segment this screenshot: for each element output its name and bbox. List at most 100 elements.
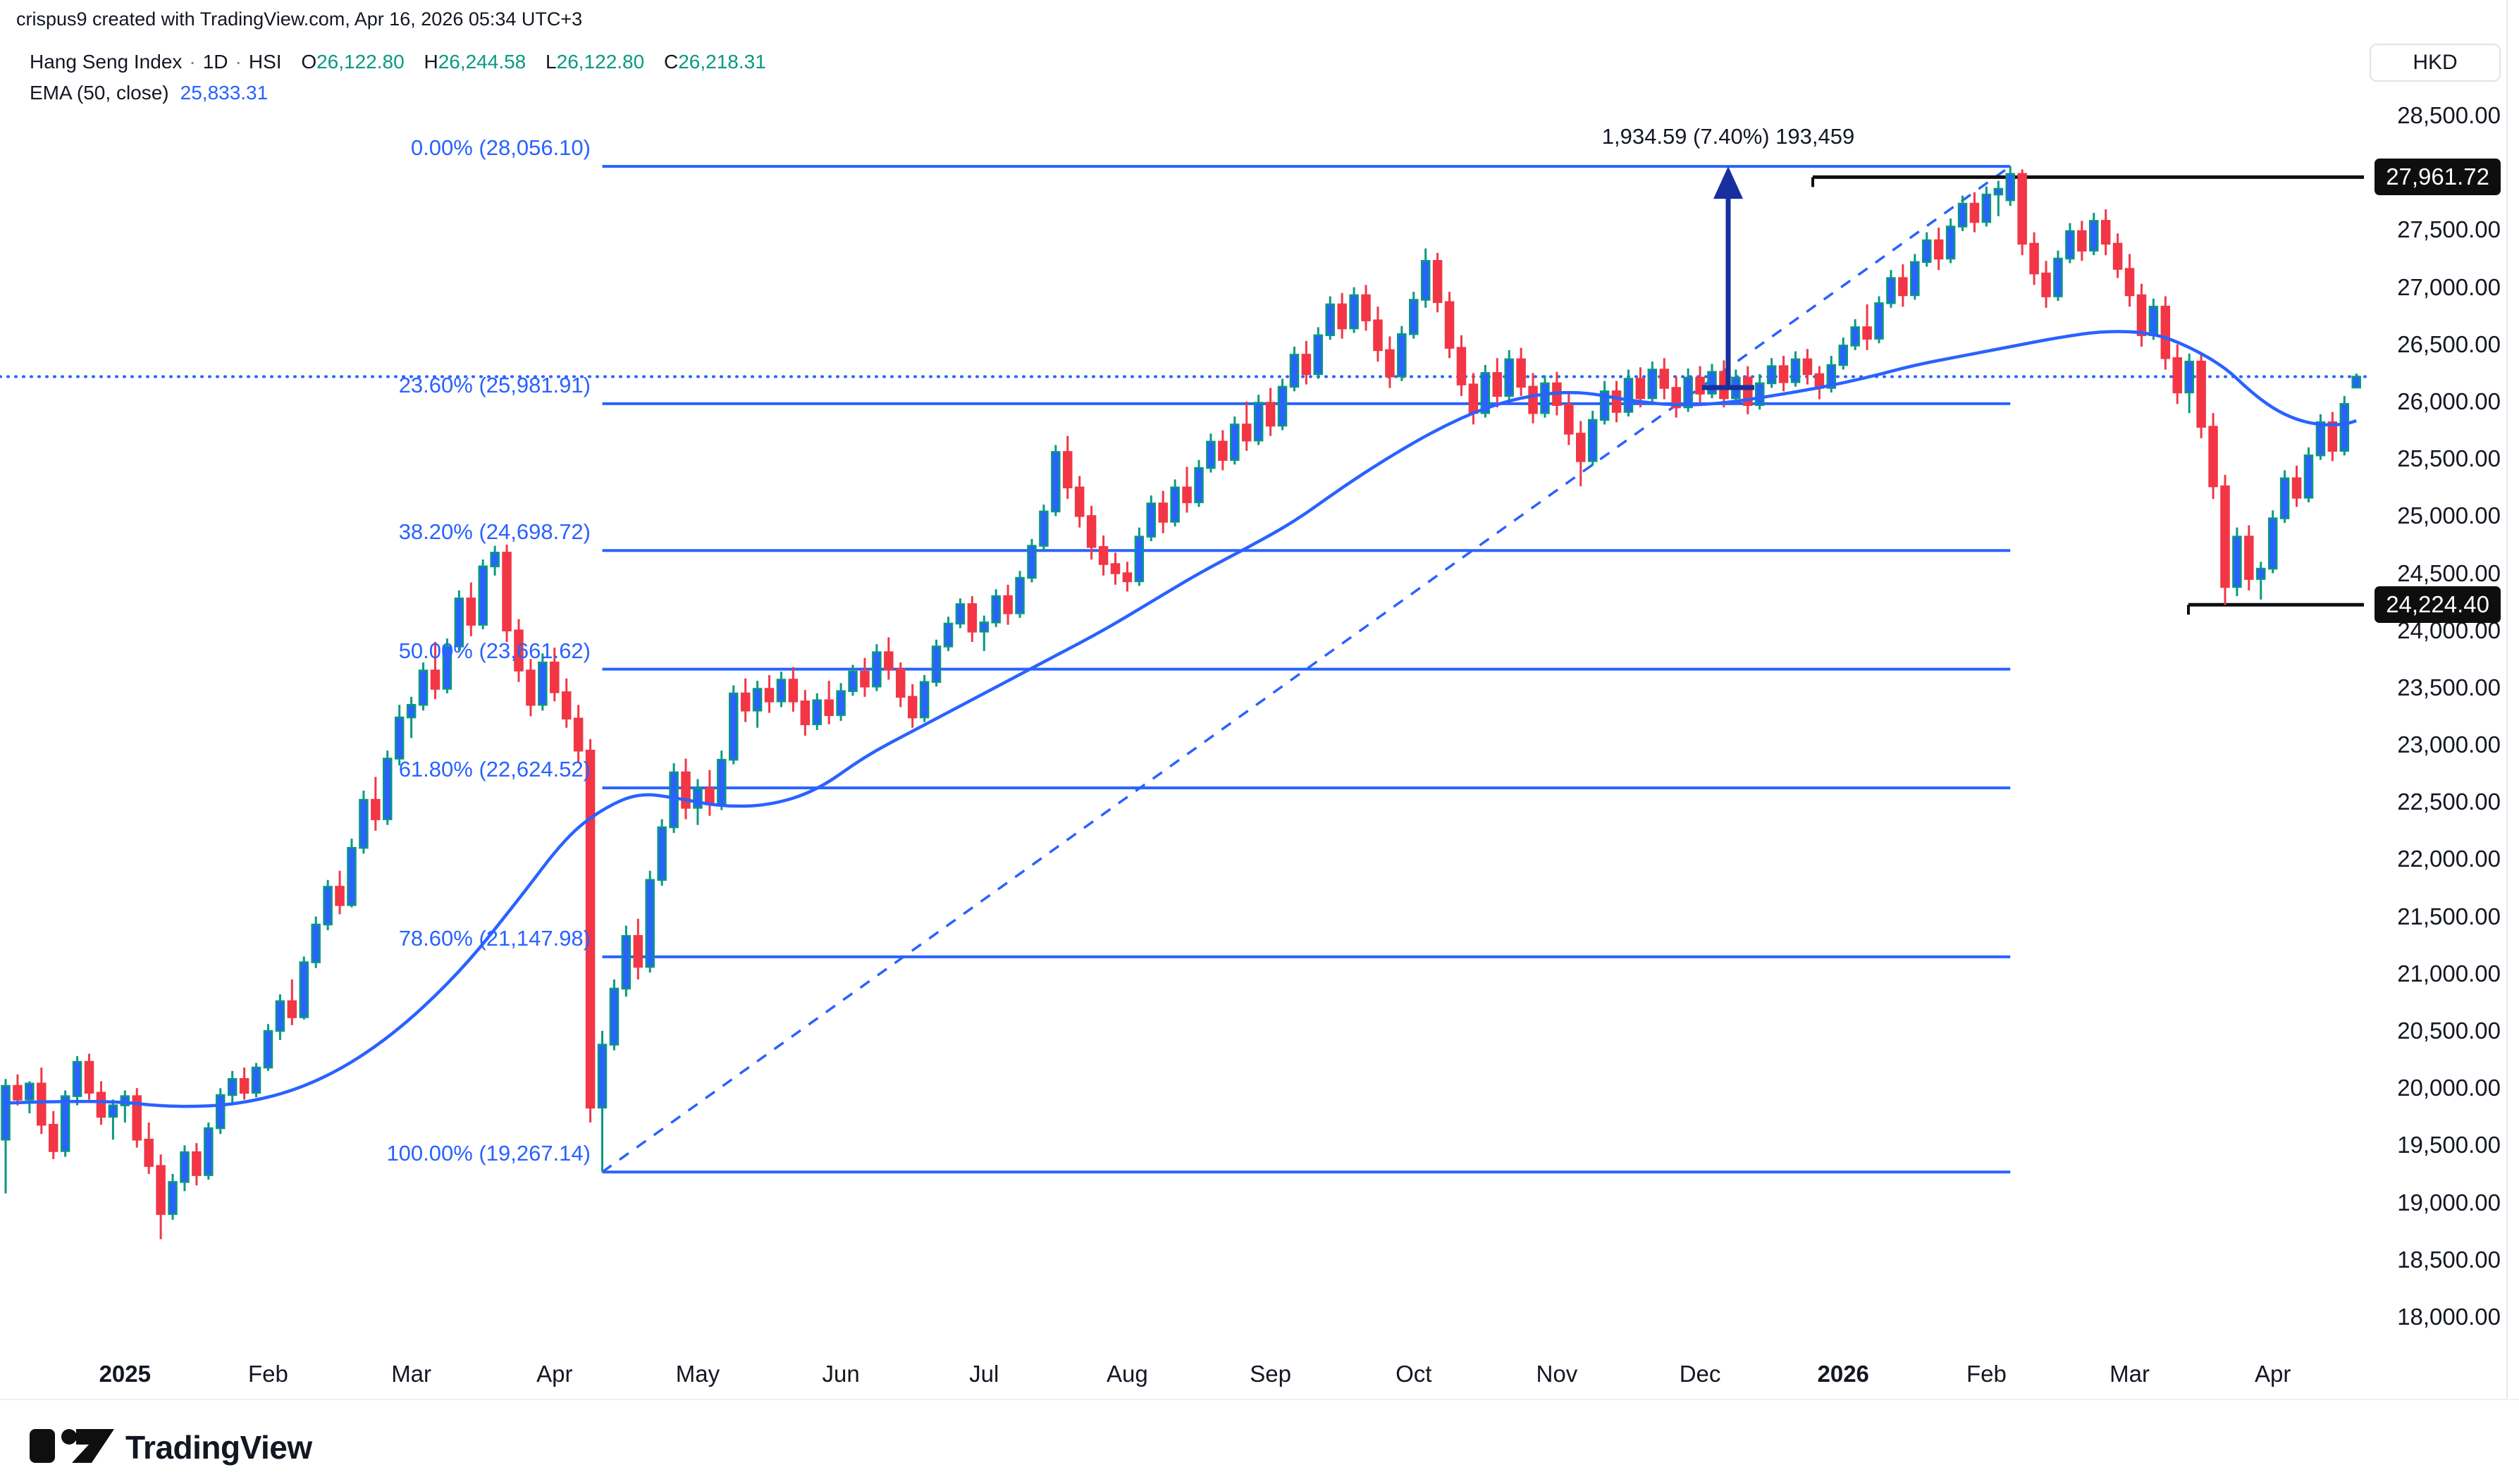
candle-body — [1957, 202, 1968, 228]
candle-body — [907, 695, 918, 719]
candle-body — [991, 595, 1001, 624]
candle-body — [1182, 486, 1192, 504]
candle-body — [1480, 372, 1491, 414]
candle-body — [2220, 485, 2230, 588]
candle-body — [884, 651, 894, 671]
price-tick-label: 25,500.00 — [2397, 445, 2501, 472]
price-tick-label: 26,000.00 — [2397, 388, 2501, 414]
time-tick-label: Jun — [822, 1361, 860, 1387]
candle-body — [490, 552, 500, 568]
fib-level-label[interactable]: 23.60% (25,981.91) — [398, 372, 591, 397]
candle-body — [359, 798, 369, 849]
candle-body — [251, 1066, 261, 1094]
candle-body — [502, 552, 512, 631]
price-marker-label[interactable]: 27,961.72 — [2375, 159, 2501, 196]
candle-body — [788, 679, 799, 703]
candle-body — [1313, 334, 1324, 376]
time-tick-label: Apr — [536, 1361, 573, 1387]
candle-body — [1110, 563, 1121, 574]
candle-body — [1635, 378, 1646, 400]
dashed-trendline[interactable] — [601, 165, 2012, 1173]
candle-body — [1086, 515, 1097, 548]
candle-body — [1933, 239, 1944, 260]
measure-arrowhead — [1713, 166, 1743, 199]
time-tick-label: 2026 — [1817, 1361, 1869, 1387]
candle-body — [1981, 193, 1992, 223]
candle-body — [1743, 376, 1753, 407]
indicator-name[interactable]: EMA (50, close) — [30, 82, 169, 104]
symbol-title[interactable]: Hang Seng Index — [30, 51, 183, 73]
candle-body — [1289, 354, 1300, 388]
candle-body — [1683, 376, 1693, 409]
candle-body — [13, 1084, 23, 1101]
candle-body — [943, 622, 954, 648]
price-tick-label: 24,500.00 — [2397, 559, 2501, 586]
candle-body — [2017, 173, 2027, 245]
price-tick-label: 25,000.00 — [2397, 502, 2501, 529]
candle-body — [1146, 502, 1157, 538]
fib-level-label[interactable]: 61.80% (22,624.52) — [398, 757, 591, 782]
candle-body — [2148, 305, 2159, 337]
candle-body — [896, 668, 906, 698]
fib-level-label[interactable]: 38.20% (24,698.72) — [398, 519, 591, 545]
high-value: H26,244.58 — [424, 51, 526, 73]
candle-body — [848, 670, 858, 693]
candle-body — [2089, 220, 2099, 252]
candle-body — [1766, 365, 1777, 385]
tradingview-logo[interactable]: TradingView — [30, 1426, 396, 1471]
candle-body — [931, 645, 942, 684]
candle-body — [2041, 272, 2051, 297]
candle-body — [299, 961, 309, 1018]
low-number: 26,122.80 — [556, 51, 645, 73]
close-value: C26,218.31 — [664, 51, 766, 73]
open-letter: O — [301, 51, 317, 73]
candle-body — [1921, 239, 1932, 264]
price-marker-label[interactable]: 24,224.40 — [2375, 586, 2501, 624]
fib-level-label[interactable]: 100.00% (19,267.14) — [386, 1141, 591, 1166]
candle-body — [1671, 387, 1681, 409]
candle-body — [1611, 390, 1622, 413]
ema-line — [5, 330, 2357, 1108]
candle-body — [180, 1151, 190, 1183]
interval-value[interactable]: 1D — [202, 51, 228, 73]
candle-body — [108, 1104, 118, 1118]
currency-button[interactable]: HKD — [2370, 44, 2501, 82]
candle-body — [1051, 451, 1061, 513]
candle-body — [2184, 360, 2194, 394]
high-letter: H — [424, 51, 438, 73]
candle-body — [824, 699, 834, 717]
time-tick-label: Dec — [1679, 1361, 1721, 1387]
candle-body — [1206, 440, 1216, 469]
candle-body — [2136, 294, 2147, 337]
candle-body — [1790, 358, 1801, 383]
candle-body — [144, 1139, 154, 1167]
candle-body — [1253, 402, 1264, 442]
price-tick-label: 27,500.00 — [2397, 216, 2501, 243]
candle-body — [1420, 259, 1431, 301]
price-tick-label: 19,500.00 — [2397, 1132, 2501, 1158]
candle-body — [1910, 261, 1920, 297]
candle-body — [1444, 301, 1455, 349]
candle-body — [335, 886, 345, 906]
candle-body — [836, 690, 846, 717]
candle-body — [1647, 369, 1658, 400]
fib-level-label[interactable]: 78.60% (21,147.98) — [398, 925, 591, 951]
time-tick-label: Feb — [1966, 1361, 2007, 1387]
candle-body — [764, 688, 775, 703]
fib-level-label[interactable]: 50.00% (23,661.62) — [398, 638, 591, 663]
measure-tool-label[interactable]: 1,934.59 (7.40%) 193,459 — [1601, 124, 1855, 149]
candle-body — [1707, 371, 1717, 395]
candle-body — [1528, 385, 1538, 414]
candle-body — [681, 771, 691, 809]
candle-body — [2077, 230, 2087, 252]
price-tick-label: 22,500.00 — [2397, 789, 2501, 815]
candle-body — [1373, 319, 1383, 352]
candle-body — [1802, 358, 1813, 376]
candle-body — [442, 645, 452, 690]
fib-level-label[interactable]: 0.00% (28,056.10) — [410, 135, 591, 161]
time-tick-label: Nov — [1536, 1361, 1578, 1387]
open-value: O26,122.80 — [301, 51, 404, 73]
time-tick-label: Mar — [2110, 1361, 2150, 1387]
candle-body — [287, 1000, 297, 1018]
candle-body — [466, 597, 476, 626]
